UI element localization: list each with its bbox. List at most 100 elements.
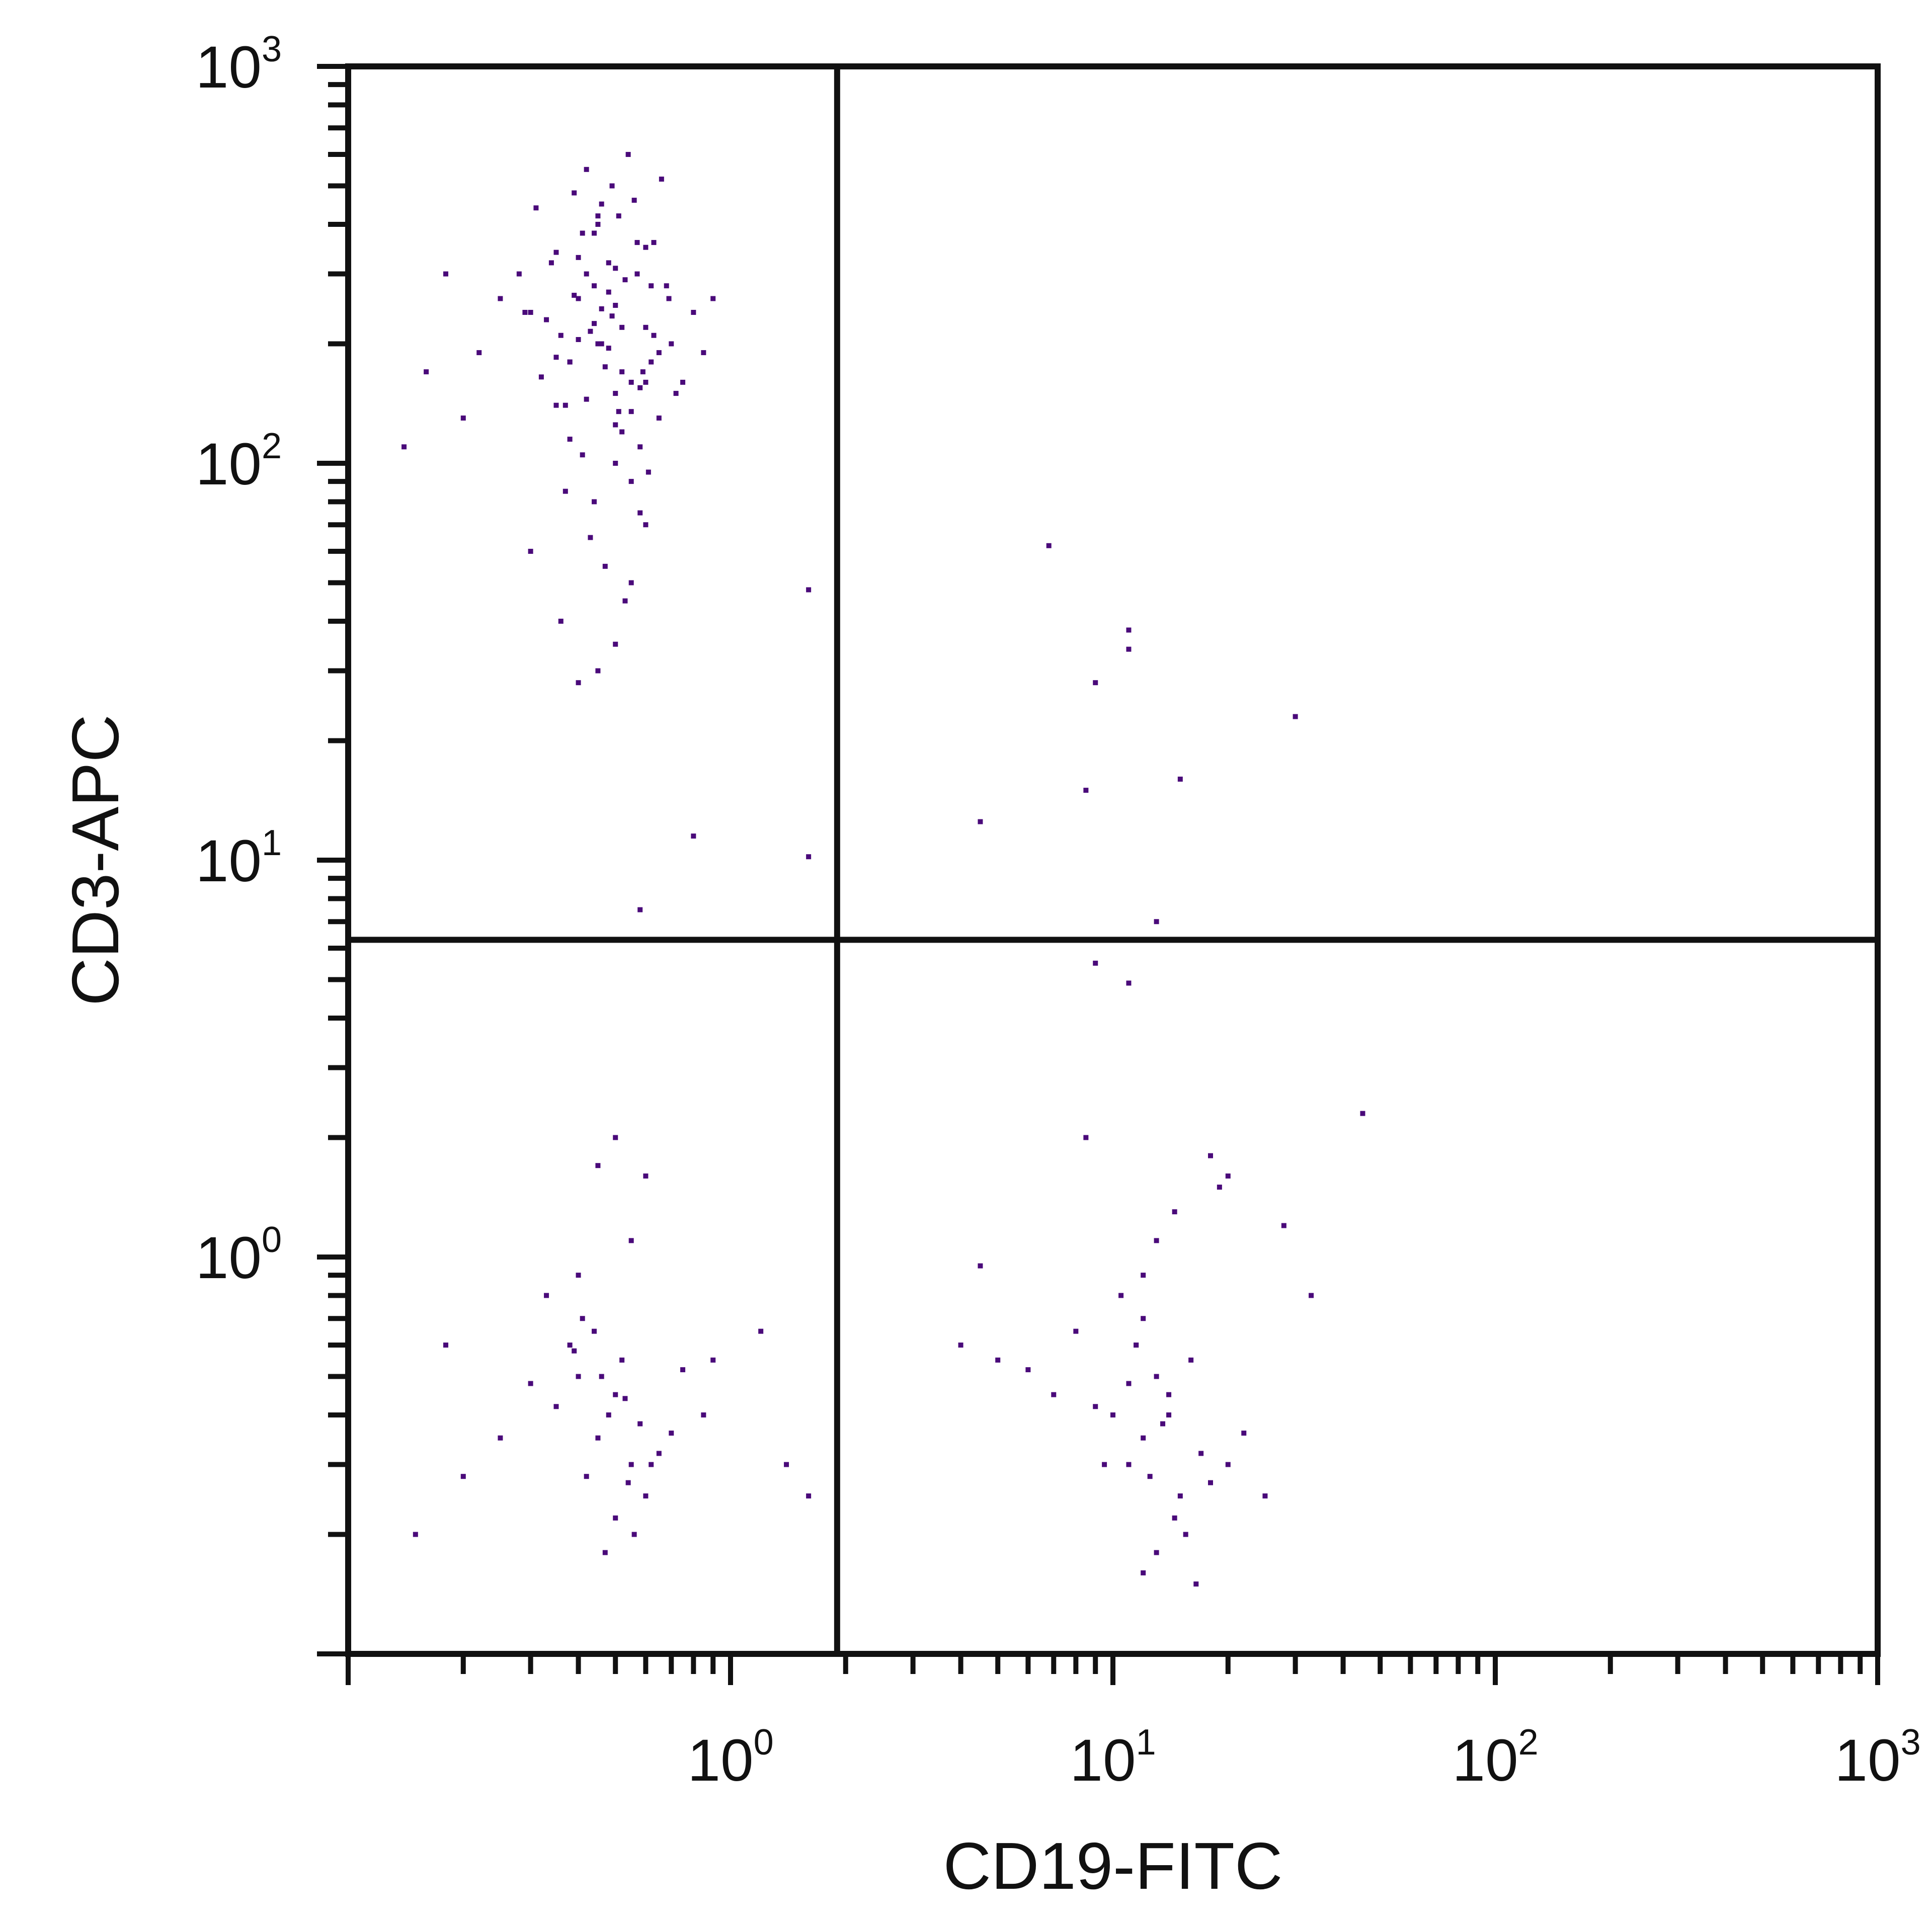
data-point: [628, 409, 634, 414]
data-point: [592, 321, 597, 326]
data-point: [649, 359, 654, 365]
data-point: [613, 1392, 618, 1397]
x-axis: 100 101 102 103: [346, 1654, 1921, 1794]
data-point: [613, 1515, 618, 1521]
data-point: [1172, 1515, 1177, 1521]
data-point: [701, 1412, 706, 1417]
data-point: [1241, 1431, 1247, 1436]
data-point: [634, 271, 640, 277]
data-point: [1293, 714, 1298, 719]
data-point: [498, 1435, 503, 1441]
data-point: [592, 1328, 597, 1334]
data-point: [649, 1462, 654, 1467]
data-point: [613, 641, 618, 647]
data-point: [622, 277, 628, 283]
data-point: [1154, 919, 1159, 925]
data-point: [1126, 1381, 1132, 1386]
data-point: [553, 249, 559, 255]
data-point: [958, 1343, 963, 1348]
data-point: [1147, 1474, 1153, 1479]
data-point: [1126, 646, 1132, 652]
data-point: [1126, 1462, 1132, 1467]
data-point: [1051, 1392, 1057, 1397]
data-point: [443, 1343, 449, 1348]
data-point: [576, 1273, 581, 1278]
data-point: [651, 332, 657, 338]
data-point: [553, 1404, 559, 1409]
data-point: [584, 1474, 589, 1479]
data-point: [1110, 1412, 1115, 1417]
data-point: [562, 402, 568, 408]
data-point: [567, 1343, 573, 1348]
data-point: [588, 328, 593, 334]
data-point: [691, 833, 696, 839]
data-point: [595, 668, 601, 674]
data-point: [656, 350, 662, 356]
data-point: [606, 346, 611, 351]
data-point: [1225, 1462, 1231, 1467]
data-point: [656, 415, 662, 421]
data-point: [1025, 1367, 1031, 1373]
data-point: [1141, 1273, 1146, 1278]
data-point: [1166, 1392, 1172, 1397]
data-point: [588, 535, 593, 540]
data-point: [1225, 1173, 1231, 1179]
data-point: [1093, 680, 1098, 686]
data-point: [516, 271, 522, 277]
data-point: [1193, 1581, 1199, 1587]
data-point: [616, 213, 621, 219]
data-point: [1073, 1328, 1079, 1334]
data-point: [669, 1431, 674, 1436]
data-point: [606, 260, 611, 266]
data-point: [1154, 1374, 1159, 1379]
data-points: [401, 152, 1365, 1587]
data-point: [533, 205, 539, 211]
data-point: [666, 296, 672, 301]
data-point: [592, 283, 597, 289]
data-point: [572, 190, 577, 196]
data-point: [460, 1474, 466, 1479]
data-point: [580, 1316, 585, 1321]
data-point: [592, 499, 597, 505]
data-point: [1177, 776, 1183, 782]
data-point: [637, 907, 643, 912]
data-point: [613, 461, 618, 466]
data-point: [673, 391, 679, 396]
data-point: [595, 213, 601, 219]
data-point: [544, 1293, 549, 1298]
data-point: [1141, 1435, 1146, 1441]
data-point: [995, 1357, 1001, 1363]
data-point: [640, 369, 646, 375]
data-point: [1160, 1421, 1166, 1427]
data-point: [424, 369, 429, 375]
data-point: [1126, 980, 1132, 986]
data-point: [1046, 543, 1052, 548]
x-axis-title: CD19-FITC: [943, 1829, 1283, 1903]
data-point: [637, 385, 643, 390]
data-point: [1154, 1550, 1159, 1555]
data-point: [599, 341, 604, 347]
data-point: [701, 350, 706, 356]
data-point: [1262, 1493, 1268, 1499]
data-point: [619, 369, 625, 375]
data-point: [680, 1367, 686, 1373]
data-point: [637, 510, 643, 516]
data-point: [1134, 1343, 1139, 1348]
data-point: [643, 244, 649, 250]
data-point: [613, 303, 618, 308]
data-point: [631, 1532, 637, 1537]
data-point: [1198, 1451, 1204, 1456]
data-point: [401, 444, 407, 450]
data-point: [1217, 1185, 1222, 1190]
data-point: [528, 549, 533, 554]
data-point: [606, 1412, 611, 1417]
data-point: [628, 479, 634, 484]
data-point: [538, 374, 544, 380]
data-point: [592, 230, 597, 236]
data-point: [602, 1550, 608, 1555]
data-point: [580, 230, 585, 236]
data-point: [1183, 1532, 1188, 1537]
x-tick-label: 103: [1834, 1722, 1920, 1794]
data-point: [710, 1357, 716, 1363]
